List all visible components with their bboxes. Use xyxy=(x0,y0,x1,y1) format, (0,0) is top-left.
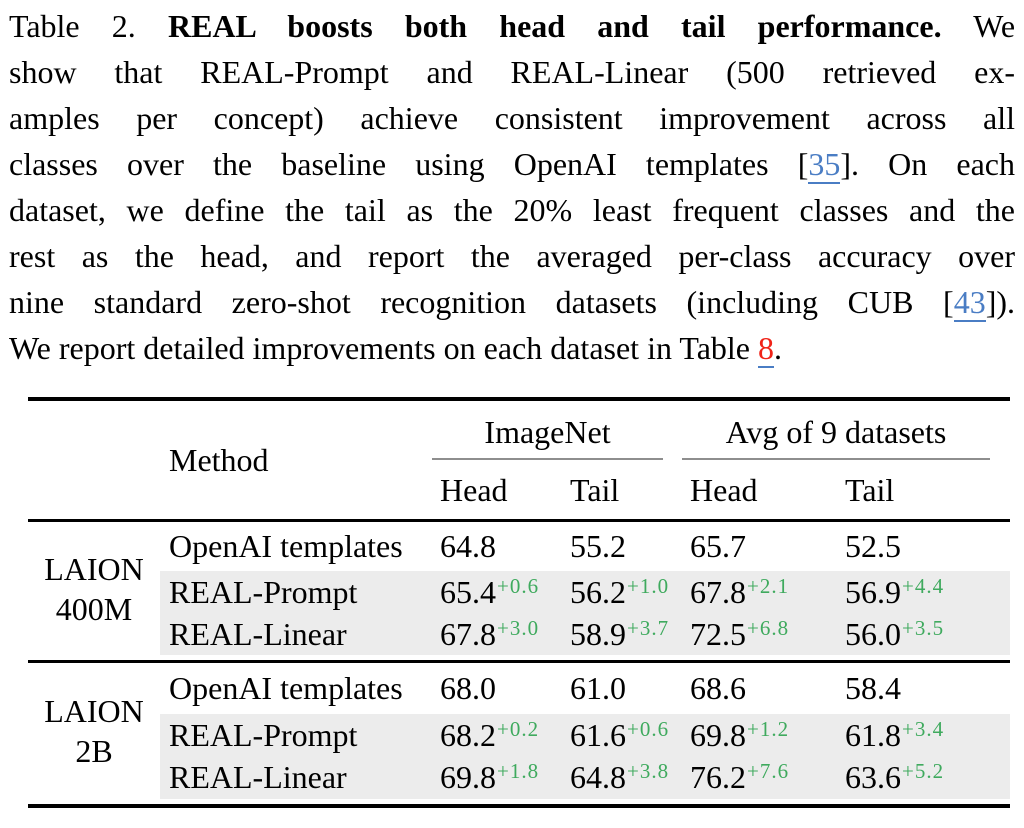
caption-line: show that REAL-Prompt and REAL-Linear (5… xyxy=(9,49,1015,95)
value-cell: 72.5+6.8 xyxy=(690,613,845,655)
value-cell: 56.2+1.0 xyxy=(570,571,690,613)
row-group-label-line: 400M xyxy=(55,590,133,627)
delta-superscript: +1.2 xyxy=(747,716,790,741)
value-cell: 69.8+1.8 xyxy=(440,756,570,799)
caption-text: ]). xyxy=(985,284,1015,320)
value-cell: 64.8+3.8 xyxy=(570,756,690,799)
caption-text: amples per concept) achieve consistent i… xyxy=(9,100,1015,136)
delta-superscript: +1.8 xyxy=(497,759,540,783)
value-cell: 61.6+0.6 xyxy=(570,714,690,756)
column-group-avg9-label: Avg of 9 datasets xyxy=(682,414,990,460)
delta-superscript: +6.8 xyxy=(747,615,790,640)
method-cell: OpenAI templates xyxy=(169,528,403,564)
results-table: Method ImageNet Avg of 9 datasets Head T… xyxy=(28,397,1010,808)
citation-link-43[interactable]: 43 xyxy=(953,284,986,322)
caption-line: nine standard zero-shot recognition data… xyxy=(9,279,1015,325)
header-rule xyxy=(28,519,1010,522)
delta-superscript: +3.8 xyxy=(627,759,670,783)
value-cell: 63.6+5.2 xyxy=(845,756,1010,799)
delta-superscript: +3.0 xyxy=(497,615,540,640)
caption-label: Table 2. xyxy=(9,8,136,44)
caption-line: dataset, we define the tail as the 20% l… xyxy=(9,187,1015,233)
value-cell: 76.2+7.6 xyxy=(690,756,845,799)
caption-text: show that REAL-Prompt and REAL-Linear (5… xyxy=(9,54,1015,90)
caption-line: Table 2. REAL boosts both head and tail … xyxy=(9,3,1015,49)
caption-text: . xyxy=(773,330,782,366)
row-group-label-line: LAION xyxy=(44,550,144,587)
caption-title: REAL boosts both head and tail performan… xyxy=(167,8,942,44)
value-cell: 68.6 xyxy=(690,670,746,706)
value-cell: 52.5 xyxy=(845,528,901,564)
column-group-imagenet-label: ImageNet xyxy=(432,414,663,460)
value-cell: 61.0 xyxy=(570,670,626,706)
value-cell: 69.8+1.2 xyxy=(690,714,845,756)
caption-text: We report detailed improvements on each … xyxy=(9,330,750,366)
delta-superscript: +2.1 xyxy=(747,573,790,598)
value-cell: 67.8+2.1 xyxy=(690,571,845,613)
caption-text: nine standard zero-shot recognition data… xyxy=(9,284,954,320)
value-cell: 68.0 xyxy=(440,670,496,706)
delta-superscript: +3.4 xyxy=(902,716,945,741)
caption-line: amples per concept) achieve consistent i… xyxy=(9,95,1015,141)
citation-link-35[interactable]: 35 xyxy=(808,146,841,184)
value-cell: 68.2+0.2 xyxy=(440,714,570,756)
column-group-imagenet: ImageNet xyxy=(432,401,690,462)
delta-superscript: +0.6 xyxy=(627,716,670,741)
method-cell: OpenAI templates xyxy=(169,670,403,706)
caption-text: ]. xyxy=(840,146,859,182)
column-header-imagenet-tail: Tail xyxy=(570,472,620,508)
value-cell: 58.4 xyxy=(845,670,901,706)
delta-superscript: +3.7 xyxy=(627,615,670,640)
method-cell: REAL-Linear xyxy=(160,756,440,799)
column-header-imagenet-head: Head xyxy=(440,472,508,508)
table-8-ref-link[interactable]: 8 xyxy=(757,330,774,368)
caption-line: classes over the baseline using OpenAI t… xyxy=(9,141,1015,187)
corner-cell xyxy=(28,401,160,519)
delta-superscript: +5.2 xyxy=(902,759,945,783)
table-caption: Table 2. REAL boosts both head and tail … xyxy=(9,3,1015,371)
value-cell: 61.8+3.4 xyxy=(845,714,1010,756)
value-cell: 65.7 xyxy=(690,528,746,564)
caption-text: dataset, we define the tail as the 20% l… xyxy=(9,192,1015,228)
value-cell: 64.8 xyxy=(440,528,496,564)
caption-line: We report detailed improvements on each … xyxy=(9,325,1015,371)
delta-superscript: +0.6 xyxy=(497,573,540,598)
caption-text: classes over the baseline using OpenAI t… xyxy=(9,146,809,182)
block-divider-rule xyxy=(28,660,1010,663)
delta-superscript: +4.4 xyxy=(902,573,945,598)
caption-text: On each xyxy=(888,146,1015,182)
caption-text: We xyxy=(973,8,1016,44)
column-header-method: Method xyxy=(169,441,269,478)
row-group-label-line: LAION xyxy=(44,693,144,729)
caption-line: rest as the head, and report the average… xyxy=(9,233,1015,279)
value-cell: 67.8+3.0 xyxy=(440,613,570,655)
delta-superscript: +7.6 xyxy=(747,759,790,783)
value-cell: 58.9+3.7 xyxy=(570,613,690,655)
delta-superscript: +1.0 xyxy=(627,573,670,598)
column-group-avg9: Avg of 9 datasets xyxy=(682,401,1010,462)
row-group-label-laion-2b: LAION 2B xyxy=(28,663,160,799)
delta-superscript: +0.2 xyxy=(497,716,540,741)
method-cell: REAL-Prompt xyxy=(160,571,440,613)
row-group-label-line: 2B xyxy=(75,733,113,769)
caption-text: rest as the head, and report the average… xyxy=(9,238,1015,274)
value-cell: 55.2 xyxy=(570,528,626,564)
value-cell: 65.4+0.6 xyxy=(440,571,570,613)
method-cell: REAL-Linear xyxy=(160,613,440,655)
value-cell: 56.9+4.4 xyxy=(845,571,1010,613)
row-group-label-laion-400m: LAION 400M xyxy=(28,522,160,655)
column-header-avg9-head: Head xyxy=(690,472,758,508)
column-header-avg9-tail: Tail xyxy=(845,472,895,508)
value-cell: 56.0+3.5 xyxy=(845,613,1010,655)
method-cell: REAL-Prompt xyxy=(160,714,440,756)
delta-superscript: +3.5 xyxy=(902,615,945,640)
